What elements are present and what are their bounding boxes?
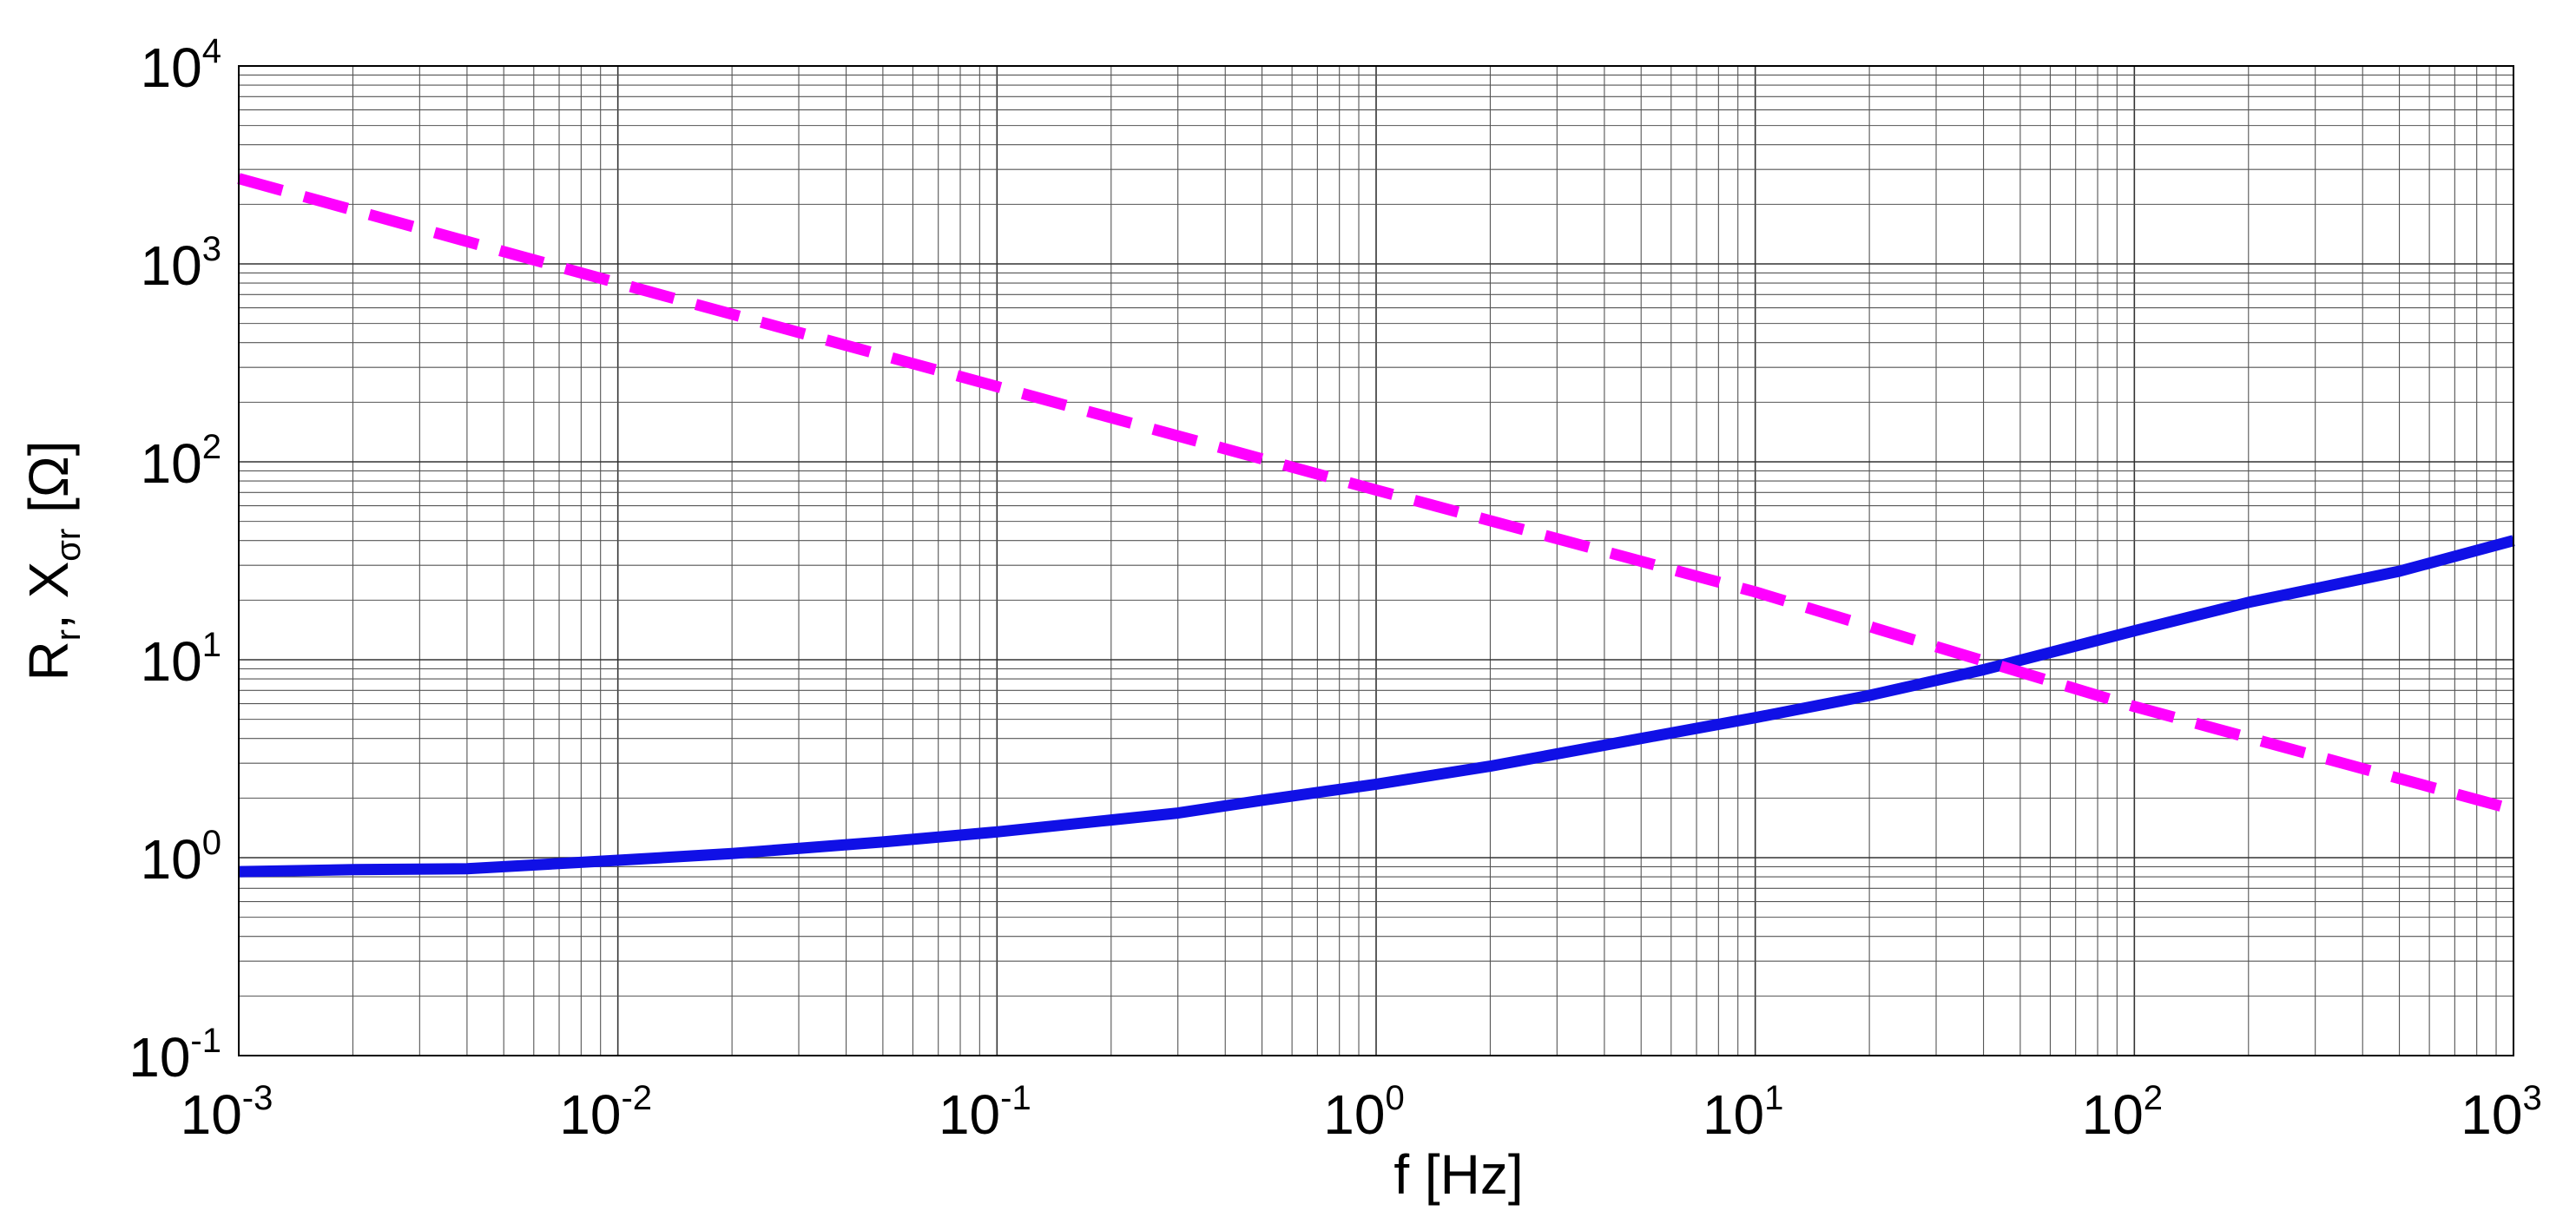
y-tick-base: 10 — [141, 36, 202, 99]
series-line-dashed — [237, 173, 2515, 815]
y-tick-label: 101 — [141, 626, 221, 693]
x-tick-exponent: 2 — [2144, 1079, 2163, 1117]
x-tick-base: 10 — [2082, 1083, 2144, 1146]
x-tick-exponent: -1 — [1000, 1079, 1031, 1117]
x-tick-base: 10 — [181, 1083, 242, 1146]
x-tick-label: 100 — [1323, 1079, 1404, 1146]
series-line-solid — [238, 535, 2515, 878]
x-tick-exponent: -2 — [621, 1079, 652, 1117]
x-axis-label: f [Hz] — [1393, 1143, 1523, 1206]
series-layer — [237, 173, 2515, 878]
y-tick-exponent: 4 — [202, 32, 221, 70]
x-tick-label: 10-2 — [559, 1079, 652, 1146]
y-axis-label: Rr, Xσr [Ω] — [17, 441, 88, 681]
y-label-sep: , X — [17, 562, 80, 629]
x-tick-labels: 10-3 10-2 10-1 100 101 102 103 — [181, 1079, 2542, 1146]
x-tick-base: 10 — [1703, 1083, 1764, 1146]
y-label-r: R — [17, 641, 80, 681]
y-tick-base: 10 — [128, 1026, 190, 1089]
x-tick-label: 101 — [1703, 1079, 1783, 1146]
x-tick-label: 103 — [2461, 1079, 2541, 1146]
y-label-r-sub: r — [49, 629, 88, 641]
y-tick-exponent: 0 — [202, 824, 221, 862]
y-tick-label: 10-1 — [128, 1022, 221, 1089]
x-tick-label: 10-3 — [181, 1079, 273, 1146]
x-tick-exponent: 1 — [1764, 1079, 1783, 1117]
grid — [239, 66, 2513, 1056]
x-tick-exponent: -3 — [242, 1079, 273, 1117]
x-tick-label: 10-1 — [939, 1079, 1031, 1146]
y-label-unit: [Ω] — [17, 441, 80, 529]
y-tick-exponent: 3 — [202, 230, 221, 268]
x-tick-exponent: 3 — [2522, 1079, 2541, 1117]
x-tick-base: 10 — [1323, 1083, 1385, 1146]
y-label-x-sub: σr — [49, 529, 88, 562]
y-tick-base: 10 — [141, 234, 202, 297]
y-tick-label: 102 — [141, 428, 221, 495]
y-tick-base: 10 — [141, 630, 202, 693]
x-tick-label: 102 — [2082, 1079, 2163, 1146]
x-tick-base: 10 — [559, 1083, 621, 1146]
x-tick-base: 10 — [2461, 1083, 2522, 1146]
y-tick-label: 103 — [141, 230, 221, 297]
y-tick-label: 100 — [141, 824, 221, 891]
x-tick-exponent: 0 — [1385, 1079, 1404, 1117]
y-tick-base: 10 — [141, 828, 202, 891]
plot-frame — [238, 65, 2514, 1056]
y-tick-exponent: 2 — [202, 428, 221, 466]
x-tick-base: 10 — [939, 1083, 1000, 1146]
y-tick-base: 10 — [141, 432, 202, 495]
y-tick-label: 104 — [141, 32, 221, 99]
y-tick-exponent: -1 — [190, 1022, 221, 1060]
y-tick-exponent: 1 — [202, 626, 221, 664]
